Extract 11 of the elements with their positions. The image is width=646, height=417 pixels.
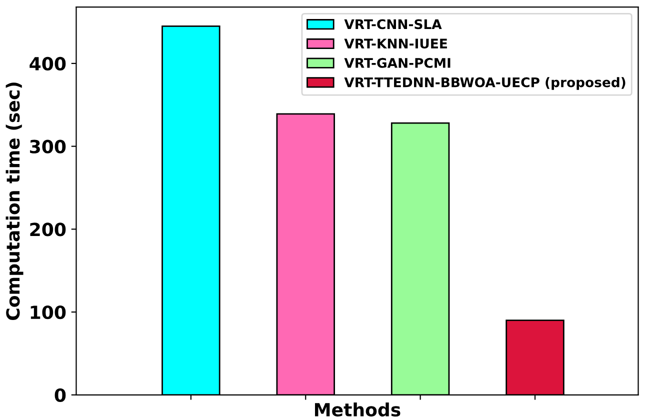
legend-label: VRT-GAN-PCMI [344,58,450,68]
legend-label: VRT-CNN-SLA [344,19,442,30]
y-tick-label: 100 [30,305,66,320]
y-tick-label: 300 [30,140,66,154]
y-tick-label: 200 [30,222,66,236]
y-axis-title: Computation time (sec) [6,82,24,320]
legend-label: VRT-KNN-IUEE [344,38,447,49]
y-tick-label: 0 [54,388,66,402]
legend-label: VRT-TTEDNN-BBWOA-UECP (proposed) [344,77,626,90]
x-axis-title: Methods [315,402,400,417]
y-tick-label: 400 [30,56,66,71]
